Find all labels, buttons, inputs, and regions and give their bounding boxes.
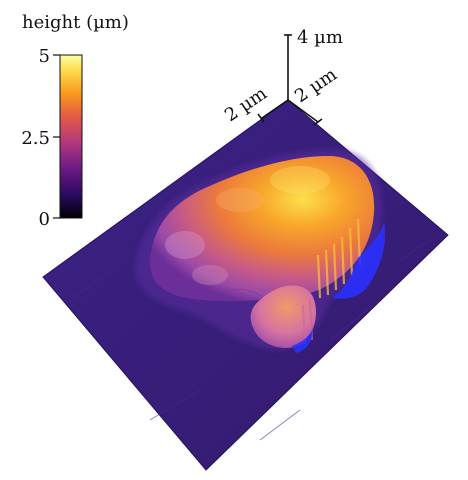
- surface-texture: [165, 166, 330, 285]
- cell-lobe: [250, 285, 317, 348]
- cell-side-wall: [302, 218, 362, 345]
- x-scale-line: [261, 99, 289, 119]
- colorbar: height (µm) 5 2.5 0: [21, 12, 129, 230]
- colorbar-title: height (µm): [22, 12, 129, 33]
- y-scale-line: [287, 99, 319, 123]
- shadow-front: [292, 330, 313, 353]
- colorbar-tick-label-max: 5: [39, 46, 50, 67]
- shadow-right: [332, 222, 386, 299]
- colorbar-tick-label-min: 0: [39, 209, 50, 230]
- y-scale-label: 2 µm: [291, 64, 341, 107]
- z-scale-label: 4 µm: [297, 27, 343, 48]
- colorbar-tick-label-mid: 2.5: [21, 128, 50, 149]
- cell-topography: [135, 149, 386, 353]
- colorbar-scale: [59, 54, 83, 219]
